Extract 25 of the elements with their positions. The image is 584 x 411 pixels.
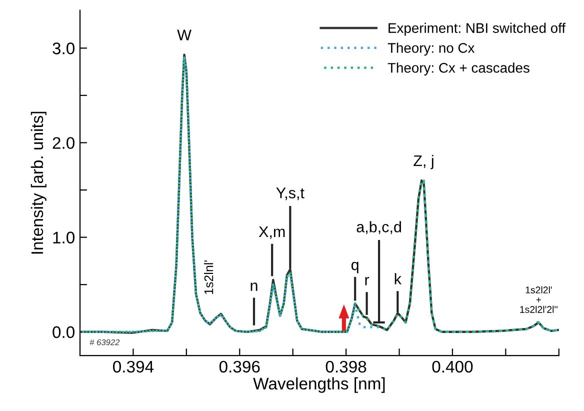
x-tick-label: 0.400 — [432, 360, 473, 373]
annotation: W — [177, 30, 192, 40]
annotation: # 63922 — [90, 339, 120, 346]
y-axis-title: Intensity [arb. units] — [30, 112, 46, 254]
annotation: Z, j — [414, 154, 434, 170]
y-tick-label: 0.0 — [52, 326, 74, 338]
y-tick-label: 3.0 — [52, 42, 74, 54]
annotation: 1s2lnl' — [204, 260, 214, 294]
annotation: k — [394, 273, 402, 284]
annotation: 1s2l2l' + 1s2l2l'2l'' — [520, 286, 558, 313]
x-axis-title: Wavelengths [nm] — [253, 377, 385, 393]
x-tick-label: 0.398 — [326, 360, 366, 373]
x-tick-label: 0.396 — [219, 360, 260, 373]
legend-label: Theory: Cx + cascades — [388, 62, 530, 76]
annotation: Y,s,t — [276, 188, 304, 200]
annotation: a,b,c,d — [356, 221, 401, 234]
y-tick-label: 1.0 — [53, 232, 74, 244]
annotation: r — [365, 276, 370, 286]
x-tick-label: 0.394 — [113, 360, 154, 373]
annotation: q — [351, 262, 358, 274]
annotation: n — [250, 282, 258, 291]
y-tick-label: 2.0 — [52, 137, 74, 149]
legend-label: Experiment: NBI switched off — [388, 22, 566, 36]
annotation: X,m — [258, 226, 285, 239]
legend-label: Theory: no Cx — [388, 42, 475, 56]
